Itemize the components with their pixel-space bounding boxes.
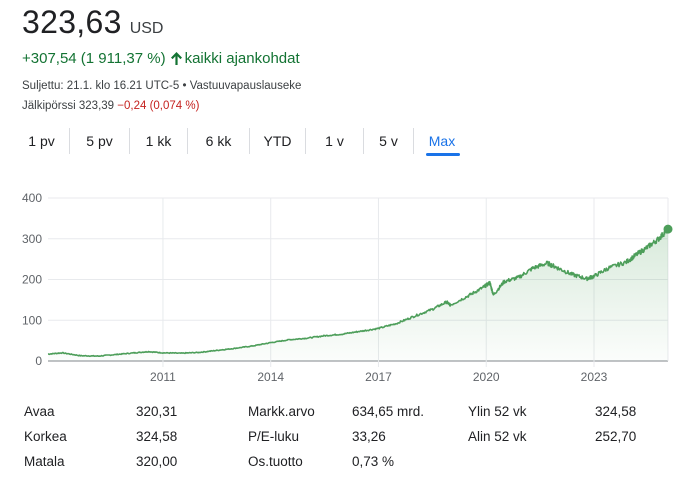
change-period: kaikki ajankohdat (184, 50, 300, 67)
stat-label-low: Matala (24, 454, 65, 469)
stat-value-open: 320,31 (136, 404, 178, 419)
tab-1-day[interactable]: 1 pv (14, 128, 70, 154)
stat-label-dividend-yield: Os.tuotto (248, 454, 303, 469)
after-hours-change: −0,24 (0,074 %) (117, 100, 200, 112)
tab-5-years[interactable]: 5 v (364, 128, 414, 154)
tab-max[interactable]: Max (428, 133, 456, 149)
y-tick-label: 0 (35, 354, 42, 368)
x-tick-label: 2023 (581, 370, 608, 384)
active-tab-indicator (426, 153, 460, 156)
separator-dot: • (182, 80, 187, 92)
y-tick-label: 100 (22, 313, 42, 327)
disclaimer-link[interactable]: Vastuuvapauslauseke (189, 80, 302, 92)
tab-ytd[interactable]: YTD (250, 128, 306, 154)
stat-value-pe-ratio: 33,26 (352, 429, 386, 444)
stat-value-market-cap: 634,65 mrd. (352, 404, 425, 419)
x-tick-label: 2014 (257, 370, 284, 384)
stat-label-high: Korkea (24, 429, 67, 444)
current-price-marker (663, 224, 673, 234)
currency-code: USD (129, 20, 164, 37)
after-hours-label: Jälkipörssi (22, 100, 76, 112)
current-price: 323,63 (22, 4, 122, 40)
range-tabs: 1 pv 5 pv 1 kk 6 kk YTD 1 v 5 v Max (14, 128, 470, 154)
stat-value-52wk-high: 324,58 (595, 404, 637, 419)
arrow-up-icon (170, 52, 182, 65)
after-hours-price: 323,39 (78, 100, 115, 112)
y-tick-label: 300 (22, 232, 42, 246)
price-area-fill (48, 227, 668, 361)
price-change: +307,54 (1 911,37 %) kaikki ajankohdat (22, 50, 300, 67)
after-hours-row: Jälkipörssi 323,39 −0,24 (0,074 %) (22, 100, 199, 112)
change-value: +307,54 (1 911,37 %) (22, 50, 166, 67)
closed-info: Suljettu: 21.1. klo 16.21 UTC-5 (22, 80, 180, 92)
closed-info-row: Suljettu: 21.1. klo 16.21 UTC-5 • Vastuu… (22, 80, 301, 92)
stat-value-low: 320,00 (136, 454, 178, 469)
y-tick-label: 400 (22, 191, 42, 205)
stat-label-52wk-high: Ylin 52 vk (468, 404, 527, 419)
x-tick-label: 2020 (473, 370, 500, 384)
x-tick-label: 2017 (365, 370, 392, 384)
tab-6-months[interactable]: 6 kk (188, 128, 250, 154)
stat-value-high: 324,58 (136, 429, 178, 444)
tab-1-year[interactable]: 1 v (306, 128, 364, 154)
stat-label-pe-ratio: P/E-luku (248, 429, 300, 444)
y-tick-label: 200 (22, 273, 42, 287)
price-header: 323,63 USD (22, 4, 163, 41)
tab-1-month[interactable]: 1 kk (130, 128, 188, 154)
stat-label-market-cap: Markk.arvo (248, 404, 315, 419)
price-line (47, 226, 669, 358)
stat-label-open: Avaa (24, 404, 55, 419)
stat-value-52wk-low: 252,70 (595, 429, 637, 444)
x-tick-label: 2011 (150, 370, 176, 384)
tab-5-days[interactable]: 5 pv (70, 128, 130, 154)
stat-value-dividend-yield: 0,73 % (352, 454, 395, 469)
stat-label-52wk-low: Alin 52 vk (468, 429, 527, 444)
price-chart[interactable]: 0 100 200 300 400 2011 2014 2017 2020 2023 (0, 185, 690, 395)
